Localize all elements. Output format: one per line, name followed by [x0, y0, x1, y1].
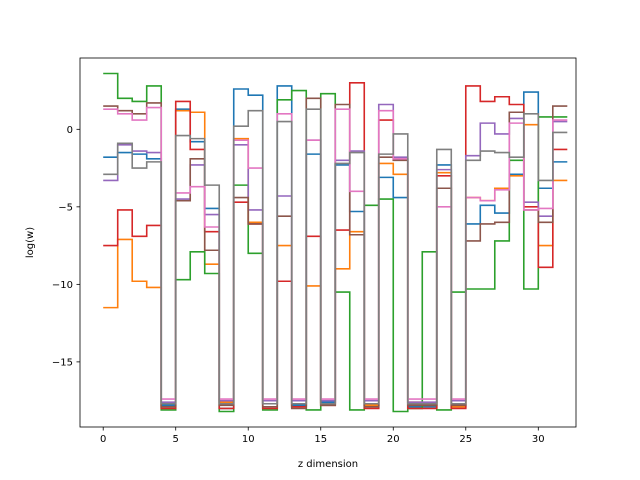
x-tick-label: 15 [314, 434, 327, 445]
series-line-8 [103, 108, 568, 405]
x-tick-label: 30 [532, 434, 545, 445]
y-tick-label: −10 [52, 280, 73, 291]
series-line-6 [103, 97, 568, 410]
x-tick-label: 25 [459, 434, 472, 445]
y-tick-label: 0 [67, 125, 73, 136]
x-axis-label: z dimension [298, 459, 358, 470]
y-axis-ticks: 0 −5 −10 −15 [52, 125, 80, 368]
series-layer [103, 72, 568, 413]
series-line-3 [103, 72, 568, 413]
y-axis-label: log(w) [25, 227, 36, 258]
plot-frame [79, 57, 577, 428]
plot-area [80, 58, 576, 427]
x-tick-label: 0 [100, 434, 106, 445]
x-axis-ticks: 0 5 10 15 20 25 30 [100, 427, 545, 445]
y-tick-label: −5 [58, 202, 73, 213]
x-tick-label: 10 [242, 434, 255, 445]
x-tick-label: 5 [173, 434, 179, 445]
x-tick-label: 20 [387, 434, 400, 445]
y-tick-label: −15 [52, 357, 73, 368]
